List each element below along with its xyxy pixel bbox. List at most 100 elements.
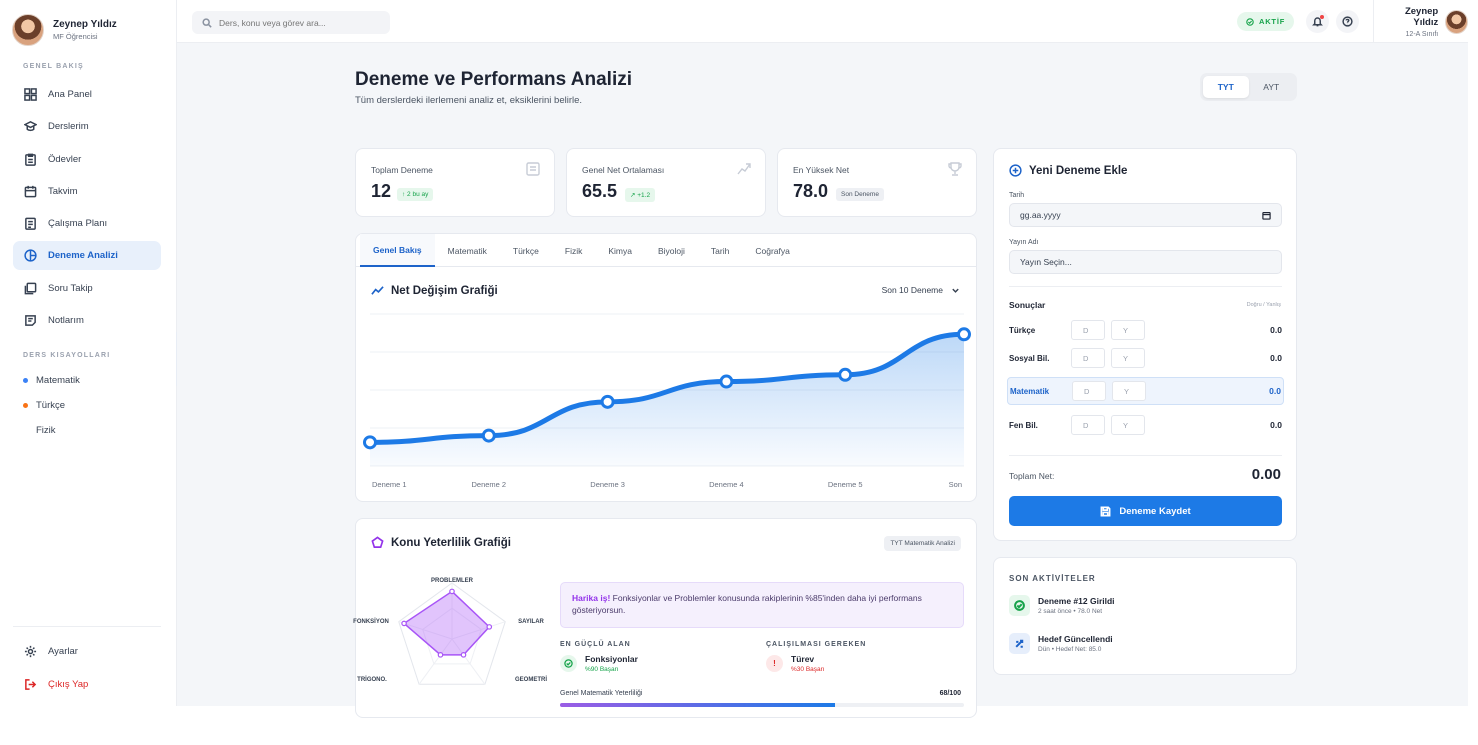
net-value: 0.0 [1270, 420, 1282, 430]
subject-label: Matematik [1010, 386, 1050, 396]
save-exam-button[interactable]: Deneme Kaydet [1009, 496, 1282, 526]
shortcut-fizik[interactable]: Fizik [23, 418, 163, 443]
results-label: Sonuçlar [1009, 300, 1046, 310]
stat-value: 12 [371, 181, 392, 201]
notifications-button[interactable] [1306, 10, 1329, 33]
series-line [367, 331, 967, 445]
net-chart-card: Genel Bakış Matematik Türkçe Fizik Kimya… [355, 233, 977, 502]
data-point [838, 367, 853, 382]
radar-axis-label: GEOMETRİ [515, 676, 547, 683]
stat-card-total: Toplam Deneme 12 ↑ 2 bu ay [355, 148, 555, 217]
publisher-select[interactable]: Yayın Seçin... [1009, 250, 1282, 274]
tab-fizik[interactable]: Fizik [564, 245, 583, 256]
sidebar-item-derslerim[interactable]: Derslerim [13, 112, 161, 141]
form-title-text: Yeni Deneme Ekle [1029, 164, 1128, 177]
radar-axis [398, 621, 453, 640]
check-circle-icon [1009, 595, 1030, 616]
tab-tyt[interactable]: TYT [1203, 76, 1249, 98]
correct-input[interactable]: D [1071, 415, 1105, 435]
tab-kimya[interactable]: Kimya [608, 245, 632, 256]
avatar [1445, 9, 1468, 34]
tab-turkce[interactable]: Türkçe [512, 245, 539, 256]
activity-item[interactable]: Deneme #12 Girildi 2 saat önce • 78.0 Ne… [1009, 595, 1115, 616]
sidebar-item-soru-takip[interactable]: Soru Takip [13, 274, 161, 303]
wrong-input[interactable]: Y [1111, 320, 1145, 340]
net-value: 0.0 [1270, 325, 1282, 335]
radar-area [402, 590, 491, 656]
correct-input[interactable]: D [1072, 381, 1106, 401]
sidebar-item-notlarim[interactable]: Notlarım [13, 306, 161, 335]
stat-value: 78.0 [793, 181, 829, 201]
checklist-icon [25, 217, 36, 231]
exam-type-toggle: TYT AYT [1200, 73, 1297, 101]
result-row-fen: Fen Bil. D Y 0.0 [1007, 411, 1284, 439]
radar-badge: TYT Matematik Analizi [884, 536, 961, 551]
subject-label: Fen Bil. [1009, 420, 1038, 430]
date-placeholder: gg.aa.yyyy [1020, 210, 1061, 220]
wrong-input[interactable]: Y [1111, 348, 1145, 368]
user-name: Zeynep Yıldız [1404, 5, 1439, 28]
net-chart-title-text: Net Değişim Grafiği [391, 284, 498, 297]
tab-tarih[interactable]: Tarih [710, 245, 730, 256]
color-dot [23, 378, 28, 383]
settings-button[interactable]: Ayarlar [13, 637, 161, 666]
tab-matematik[interactable]: Matematik [447, 245, 487, 256]
sidebar-item-label: Ödevler [48, 153, 82, 165]
net-value: 0.0 [1270, 353, 1282, 363]
x-tick-label: Son [949, 480, 962, 489]
publisher-label: Yayın Adı [1009, 239, 1039, 246]
help-icon [1342, 16, 1353, 27]
strongest-area-rate: %90 Başarı [585, 666, 619, 673]
radar-chart: PROBLEMLER SAYILAR GEOMETRİ TRİGONO. FONKSİY… [353, 578, 547, 685]
help-button[interactable] [1336, 10, 1359, 33]
data-point [719, 374, 734, 389]
date-input[interactable]: gg.aa.yyyy [1009, 203, 1282, 227]
wrong-input[interactable]: Y [1112, 381, 1146, 401]
sidebar-item-takvim[interactable]: Takvim [13, 177, 161, 206]
total-net-value: 0.00 [1251, 466, 1281, 483]
net-value: 0.0 [1269, 386, 1281, 396]
profile-name: Zeynep Yıldız [53, 19, 117, 30]
radar-point [460, 652, 467, 658]
sidebar-item-deneme-analizi[interactable]: Deneme Analizi [13, 241, 161, 271]
save-icon [1100, 506, 1111, 516]
tab-cografya[interactable]: Coğrafya [755, 245, 790, 256]
radar-axis-label: TRİGONO. [357, 676, 387, 683]
user-class: 12-A Sınıfı [1405, 30, 1439, 38]
result-row-matematik: Matematik D Y 0.0 [1007, 377, 1284, 405]
correct-input[interactable]: D [1071, 348, 1105, 368]
correct-input[interactable]: D [1071, 320, 1105, 340]
user-menu[interactable]: Zeynep Yıldız 12-A Sınıfı [1373, 0, 1468, 43]
sidebar-item-ana-panel[interactable]: Ana Panel [13, 80, 161, 109]
topbar: AKTİF Zeynep Yıldız 12-A Sınıfı [177, 0, 1468, 43]
wrong-input[interactable]: Y [1111, 415, 1145, 435]
radar-title: Konu Yeterlilik Grafiği [371, 536, 511, 549]
tab-biyoloji[interactable]: Biyoloji [657, 245, 685, 256]
search-box[interactable] [192, 11, 390, 34]
tab-genel-bakis[interactable]: Genel Bakış [360, 234, 435, 267]
tab-ayt[interactable]: AYT [1263, 82, 1280, 92]
section-label-shortcuts: DERS KISAYOLLARI [23, 352, 111, 359]
progress-label: Genel Matematik Yeterliliği [560, 690, 643, 697]
sidebar-item-calisma-plani[interactable]: Çalışma Planı [13, 209, 161, 238]
activity-item[interactable]: Hedef Güncellendi Dün • Hedef Net: 85.0 [1009, 633, 1113, 654]
shortcut-matematik[interactable]: Matematik [23, 368, 163, 393]
divider [1009, 455, 1282, 456]
stat-label: En Yüksek Net [793, 165, 850, 175]
topic-proficiency-card: Konu Yeterlilik Grafiği TYT Matematik An… [353, 518, 977, 718]
shortcut-label: Türkçe [36, 400, 66, 411]
sidebar-nav: Ana Panel Derslerim Ödevler Takvim Çalış… [13, 80, 161, 338]
grid-icon [24, 88, 37, 101]
clipboard-icon [25, 153, 36, 166]
sidebar-profile[interactable]: Zeynep Yıldız MF Öğrencisi [12, 14, 117, 46]
data-point [957, 327, 971, 342]
net-change-chart: Deneme 1 Deneme 2 Deneme 3 Deneme 4 Deneme 5… [363, 313, 971, 489]
logout-button[interactable]: Çıkış Yap [13, 670, 161, 699]
search-input[interactable] [219, 17, 379, 28]
x-tick-label: Deneme 2 [471, 480, 506, 489]
target-icon [1009, 633, 1030, 654]
x-tick-label: Deneme 1 [372, 480, 407, 489]
shortcut-turkce[interactable]: Türkçe [23, 393, 163, 418]
range-select[interactable]: Son 10 Deneme [882, 285, 960, 295]
sidebar-item-odevler[interactable]: Ödevler [13, 145, 161, 174]
